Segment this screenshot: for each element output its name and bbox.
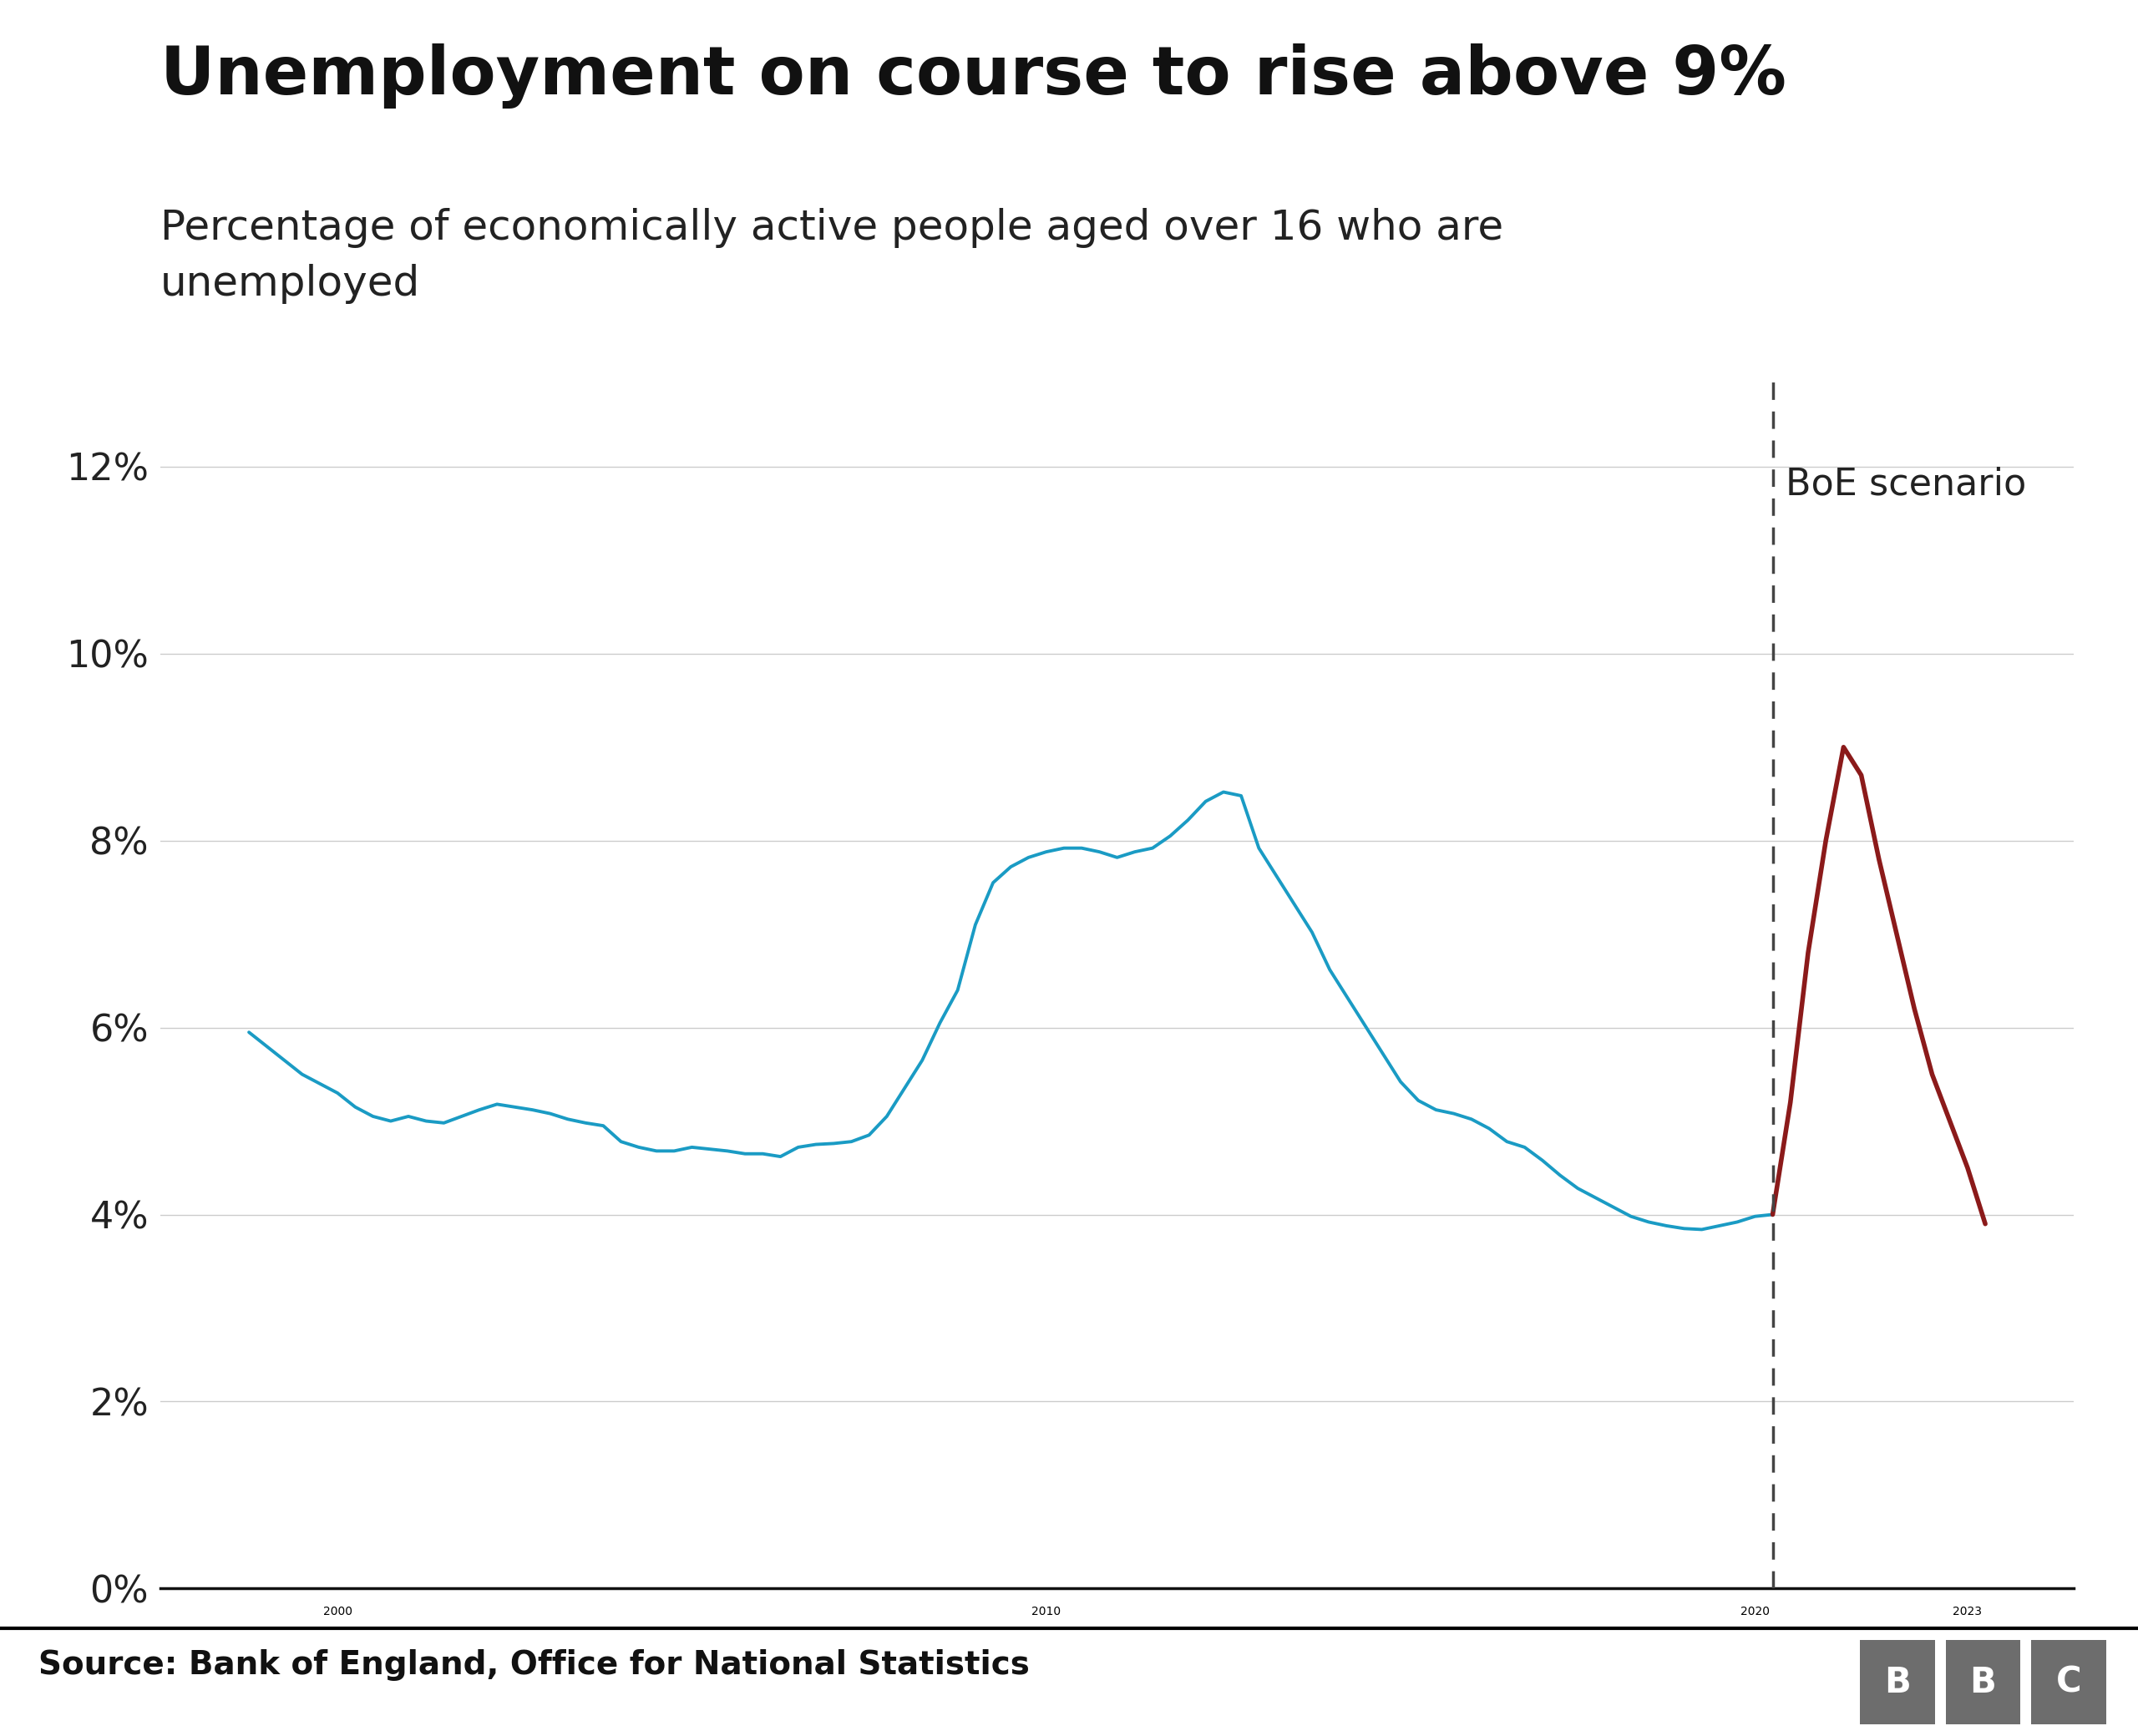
Text: Percentage of economically active people aged over 16 who are
unemployed: Percentage of economically active people… — [160, 208, 1503, 304]
Text: Source: Bank of England, Office for National Statistics: Source: Bank of England, Office for Nati… — [38, 1649, 1031, 1680]
Text: Unemployment on course to rise above 9%: Unemployment on course to rise above 9% — [160, 43, 1785, 109]
Bar — [1860, 1641, 1935, 1724]
Bar — [1946, 1641, 2020, 1724]
Text: BoE scenario: BoE scenario — [1785, 467, 2027, 503]
Text: C: C — [2057, 1665, 2080, 1700]
Text: B: B — [1969, 1665, 1997, 1700]
Text: B: B — [1884, 1665, 1911, 1700]
Bar — [2031, 1641, 2106, 1724]
